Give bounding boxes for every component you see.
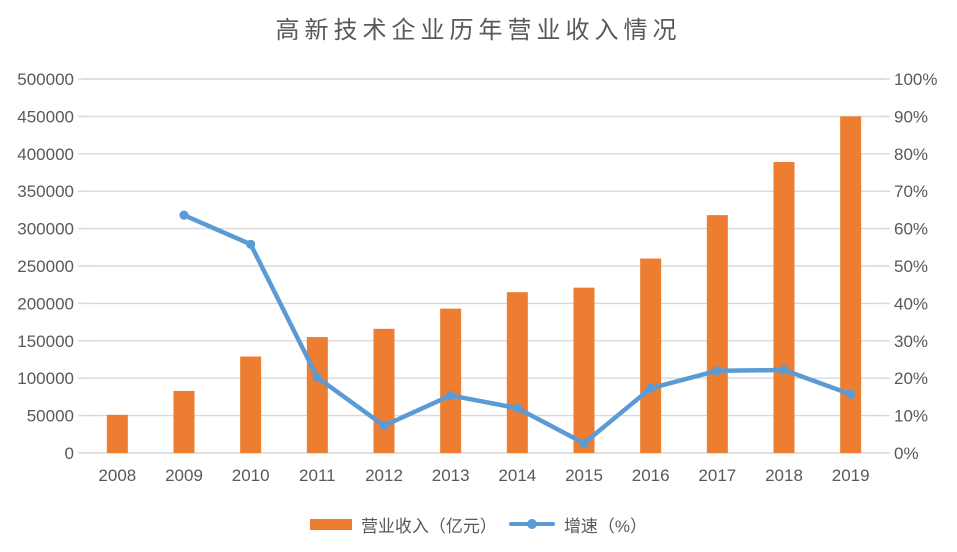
x-axis-label-2019: 2019 xyxy=(832,466,870,485)
bar-2019 xyxy=(840,116,862,454)
x-axis-label-2016: 2016 xyxy=(632,466,670,485)
bar-2013 xyxy=(440,308,462,453)
right-axis-tick-label: 60% xyxy=(894,220,928,239)
left-axis-tick-label: 400000 xyxy=(17,145,74,164)
right-axis-tick-label: 50% xyxy=(894,257,928,276)
legend-label-growth: 增速（%） xyxy=(563,516,648,536)
left-axis-tick-label: 350000 xyxy=(17,182,74,201)
marker-2018 xyxy=(779,365,789,375)
bar-2009 xyxy=(173,390,195,453)
x-axis-label-2015: 2015 xyxy=(565,466,603,485)
right-axis-tick-label: 20% xyxy=(894,369,928,388)
bar-2014 xyxy=(506,292,528,453)
x-axis-label-2014: 2014 xyxy=(498,466,536,485)
chart-title: 高新技术企业历年营业收入情况 xyxy=(275,18,682,44)
x-axis-label-2008: 2008 xyxy=(98,466,136,485)
legend: 营业收入（亿元） 增速（%） xyxy=(0,509,957,539)
left-axis-tick-label: 250000 xyxy=(17,257,74,276)
legend-line-swatch-icon xyxy=(508,519,555,529)
left-axis-tick-label: 200000 xyxy=(17,294,74,313)
marker-2016 xyxy=(646,383,656,393)
marker-2010 xyxy=(246,239,256,249)
bar-2015 xyxy=(573,287,595,453)
marker-2019 xyxy=(846,389,856,399)
bar-2016 xyxy=(640,258,662,453)
marker-2015 xyxy=(579,438,589,448)
marker-2011 xyxy=(312,372,322,383)
marker-2014 xyxy=(512,403,522,413)
right-axis-tick-label: 70% xyxy=(894,182,928,201)
x-axis-label-2010: 2010 xyxy=(232,466,270,485)
legend-bar-swatch-icon xyxy=(309,518,352,530)
bar-2008 xyxy=(106,414,128,453)
left-axis-tick-label: 450000 xyxy=(17,107,74,126)
right-axis-tick-label: 0% xyxy=(894,444,919,463)
bar-2011 xyxy=(306,337,328,453)
x-axis-label-2013: 2013 xyxy=(432,466,470,485)
legend-line-marker-icon xyxy=(526,519,537,529)
x-axis-label-2009: 2009 xyxy=(165,466,203,485)
bar-2017 xyxy=(706,215,728,453)
legend-item-growth: 增速（%） xyxy=(508,512,648,537)
marker-2017 xyxy=(712,366,722,376)
x-axis-label-2018: 2018 xyxy=(765,466,803,485)
marker-2012 xyxy=(379,421,389,431)
x-axis-label-2011: 2011 xyxy=(299,466,336,485)
right-axis-tick-label: 80% xyxy=(894,145,928,164)
left-axis-tick-label: 300000 xyxy=(17,220,74,239)
right-axis-tick-label: 40% xyxy=(894,294,928,313)
right-axis-tick-label: 90% xyxy=(894,107,928,126)
bar-2012 xyxy=(373,328,395,453)
marker-2009 xyxy=(179,210,189,220)
left-axis-tick-label: 0 xyxy=(65,444,74,463)
bar-2018 xyxy=(773,162,795,453)
x-axis-label-2017: 2017 xyxy=(698,466,736,485)
left-axis-tick-label: 500000 xyxy=(17,70,74,89)
bar-2010 xyxy=(240,356,262,453)
legend-label-revenue: 营业收入（亿元） xyxy=(360,516,497,536)
right-axis-tick-label: 100% xyxy=(894,70,937,89)
legend-item-revenue: 营业收入（亿元） xyxy=(309,512,497,537)
left-axis-tick-label: 150000 xyxy=(17,332,74,351)
x-axis-label-2012: 2012 xyxy=(365,466,403,485)
left-axis-tick-label: 100000 xyxy=(17,369,74,388)
right-axis-tick-label: 10% xyxy=(894,407,928,426)
right-axis-tick-label: 30% xyxy=(894,332,928,351)
marker-2013 xyxy=(446,390,456,401)
left-axis-tick-label: 50000 xyxy=(27,407,74,426)
